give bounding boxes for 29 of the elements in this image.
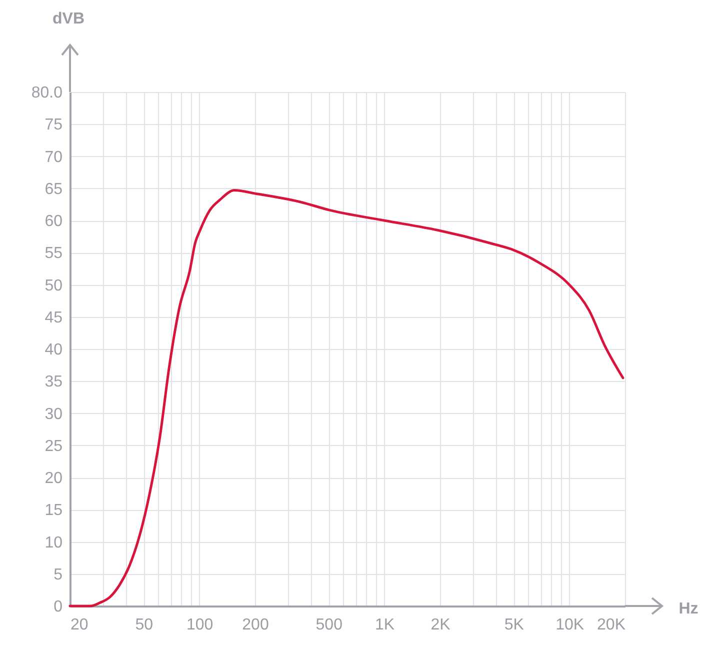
y-tick-label: 5: [54, 566, 63, 584]
y-tick-label: 25: [44, 438, 63, 455]
x-tick-label: 5K: [504, 616, 524, 634]
y-tick-label: 20: [44, 470, 63, 487]
y-tick-label: 55: [44, 245, 63, 262]
y-tick-label: 65: [44, 180, 63, 198]
x-tick-label: 50: [135, 616, 154, 634]
y-tick-label: 10: [44, 534, 63, 552]
y-axis-title: dVB: [52, 10, 84, 28]
x-axis-title: Hz: [678, 600, 698, 618]
y-tick-label: 40: [44, 342, 63, 358]
y-tick-label: 60: [44, 213, 63, 230]
x-tick-label: 10K: [556, 616, 584, 634]
x-tick-label: 20K: [597, 616, 626, 634]
y-tick-label: 80.0: [31, 84, 63, 102]
y-tick-label: 15: [44, 502, 63, 520]
x-tick-label: 100: [186, 616, 214, 634]
x-tick-label: 2K: [430, 616, 451, 634]
y-tick-label: 30: [44, 406, 63, 423]
y-tick-label: 45: [44, 309, 63, 326]
y-tick-label: 0: [54, 598, 63, 616]
y-tick-label: 75: [44, 116, 63, 134]
x-tick-label: 20: [70, 616, 88, 634]
y-tick-label: 70: [44, 148, 63, 166]
x-tick-label: 200: [242, 616, 269, 634]
y-tick-label: 35: [44, 374, 63, 391]
y-tick-label: 50: [44, 277, 63, 294]
x-tick-label: 1K: [375, 616, 395, 634]
x-tick-label: 500: [316, 616, 343, 634]
